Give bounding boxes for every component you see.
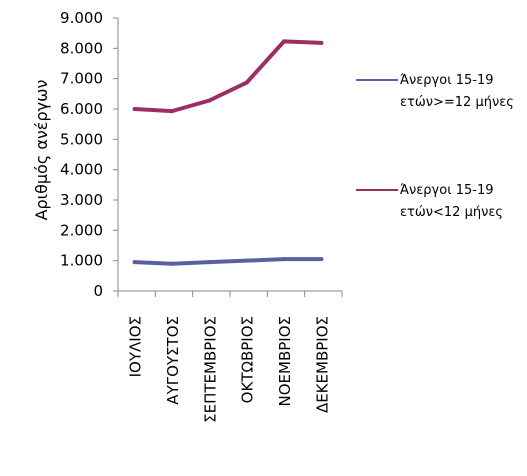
x-tick-label: ΣΕΠΤΕΜΒΡΙΟΣ	[201, 316, 219, 423]
x-tick-label: ΝΟΕΜΒΡΙΟΣ	[276, 316, 294, 407]
data-point	[319, 257, 323, 261]
legend: Άνεργοι 15-19 ετών>=12 μήνες Άνεργοι 15-19…	[356, 73, 514, 220]
legend-label: Άνεργοι 15-19	[400, 73, 494, 88]
x-axis: ΙΟΥΛΙΟΣ ΑΥΓΟΥΣΤΟΣ ΣΕΠΤΕΜΒΡΙΟΣ ΟΚΤΩΒΡΙΟΣ ΝΟΕΜ…	[118, 291, 342, 423]
data-point	[170, 109, 174, 113]
series-layer	[133, 39, 324, 265]
y-tick-label: 2.000	[60, 221, 103, 239]
data-point	[245, 81, 249, 85]
data-point	[245, 259, 249, 263]
x-tick-label: ΙΟΥΛΙΟΣ	[127, 316, 145, 377]
y-tick-label: 1.000	[60, 252, 103, 270]
y-axis: 0 1.000 2.000 3.000 4.000 5.000 6.000 7.000 8.00…	[60, 9, 118, 300]
data-point	[319, 41, 323, 45]
x-tick-label: ΑΥΓΟΥΣΤΟΣ	[164, 316, 182, 405]
data-point	[170, 262, 174, 266]
y-tick-label: 8.000	[60, 39, 103, 57]
data-point	[133, 107, 137, 111]
data-point	[207, 99, 211, 103]
y-tick-label: 0	[93, 282, 103, 300]
y-axis-label: Αριθμός ανέργων	[32, 80, 51, 221]
y-tick-label: 3.000	[60, 191, 103, 209]
y-tick-label: 6.000	[60, 100, 103, 118]
x-tick-label: ΔΕΚΕΜΒΡΙΟΣ	[313, 316, 331, 413]
legend-label: Άνεργοι 15-19	[400, 183, 494, 198]
y-tick-label: 4.000	[60, 161, 103, 179]
x-tick-label: ΟΚΤΩΒΡΙΟΣ	[239, 316, 257, 403]
y-tick-label: 7.000	[60, 70, 103, 88]
data-point	[207, 260, 211, 264]
data-point	[282, 39, 286, 43]
y-tick-label: 5.000	[60, 130, 103, 148]
series-line-1	[135, 41, 322, 111]
data-point	[282, 257, 286, 261]
y-tick-label: 9.000	[60, 9, 103, 27]
legend-label: ετών<12 μήνες	[400, 205, 503, 220]
data-point	[133, 260, 137, 264]
series-line-0	[135, 259, 322, 264]
legend-label: ετών>=12 μήνες	[400, 95, 514, 110]
